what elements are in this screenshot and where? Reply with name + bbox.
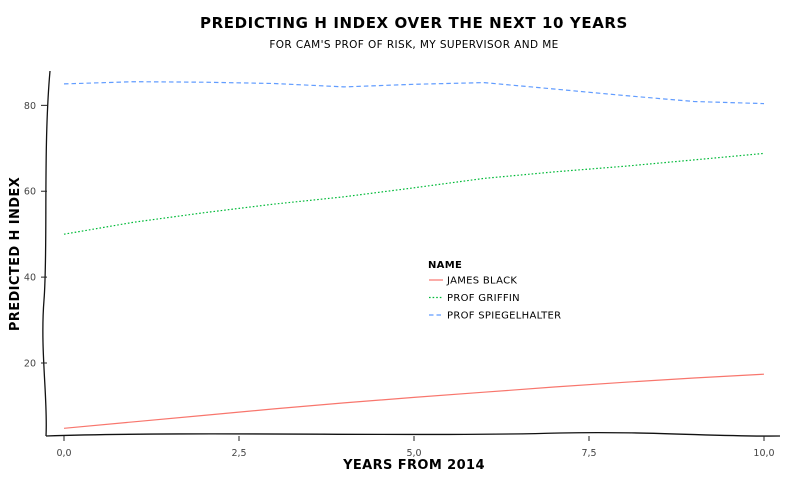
x-tick-label: 0,0: [56, 448, 71, 459]
series-line: [63, 152, 765, 235]
x-axis-title: YEARS FROM 2014: [342, 458, 485, 473]
y-tick-label: 40: [24, 273, 36, 284]
legend-title: NAME: [428, 260, 462, 271]
x-axis-line: [45, 431, 781, 437]
x-tick-label: 7,5: [581, 448, 596, 459]
x-tick-label: 10,0: [753, 448, 774, 459]
series-line: [63, 81, 765, 105]
y-tick-label: 60: [24, 187, 36, 198]
chart-subtitle: FOR CAM'S PROF OF RISK, MY SUPERVISOR AN…: [269, 39, 558, 51]
legend-items: JAMES BLACK PROF GRIFFIN PROF SPIEGELHALTE…: [429, 276, 561, 322]
x-tick-label: 2,5: [231, 448, 246, 459]
y-tick-label: 20: [24, 359, 36, 370]
x-tick-label: 5,0: [406, 448, 421, 459]
y-axis-title: PREDICTED H INDEX: [8, 177, 23, 331]
series-line: [63, 373, 765, 429]
legend-label: JAMES BLACK: [446, 276, 517, 287]
legend-label: PROF GRIFFIN: [447, 293, 520, 304]
y-tick-label: 80: [24, 101, 36, 112]
chart-title: PREDICTING H INDEX OVER THE NEXT 10 YEAR…: [200, 14, 628, 32]
legend: NAME JAMES BLACK PROF GRIFFIN PROF SPIEGEL…: [428, 260, 561, 322]
series-lines: [63, 81, 765, 429]
y-axis-line: [42, 70, 51, 437]
ticks: 0,0 2,5 5,0 7,5 10,0 20 40 60 80: [24, 101, 775, 459]
legend-label: PROF SPIEGELHALTER: [447, 311, 561, 322]
